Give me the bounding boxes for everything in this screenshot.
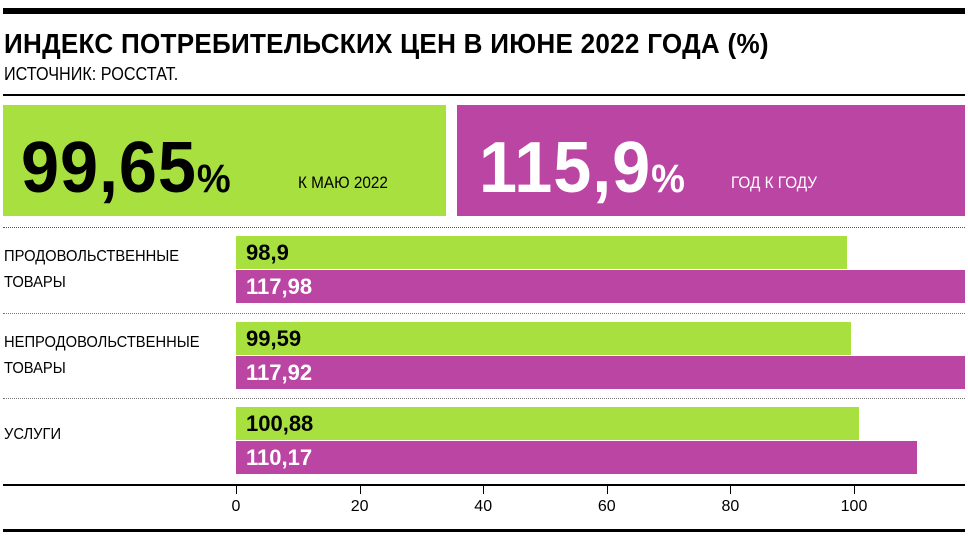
kpi-year-number: 115,9 <box>479 128 652 208</box>
group-separator <box>3 313 965 314</box>
x-axis <box>3 484 965 486</box>
category-label: УСЛУГИ <box>4 422 61 448</box>
bar-year: 117,92 <box>236 356 965 389</box>
chart-title: ИНДЕКС ПОТРЕБИТЕЛЬСКИХ ЦЕН В ИЮНЕ 2022 Г… <box>4 28 769 59</box>
category-label-line: ПРОДОВОЛЬСТВЕННЫЕ <box>4 248 180 265</box>
kpi-month-value: 99,65% <box>21 127 232 209</box>
bar-month: 98,9 <box>236 236 848 269</box>
x-tick-label: 0 <box>231 498 241 515</box>
x-tick-label: 60 <box>597 498 616 515</box>
kpi-month: 99,65% К МАЮ 2022 <box>3 105 446 216</box>
kpi-month-caption: К МАЮ 2022 <box>298 173 388 192</box>
x-tick-label: 100 <box>840 498 868 515</box>
bar-value-label: 98,9 <box>246 240 289 265</box>
divider <box>3 94 965 96</box>
kpi-year-caption: ГОД К ГОДУ <box>731 173 818 192</box>
kpi-year-value: 115,9% <box>479 127 686 209</box>
source-note: ИСТОЧНИК: РОССТАТ. <box>4 64 179 84</box>
x-tick-label: 40 <box>474 498 493 515</box>
bar-month: 99,59 <box>236 322 852 355</box>
category-label-line: УСЛУГИ <box>4 426 62 443</box>
category-label: ПРОДОВОЛЬСТВЕННЫЕ ТОВАРЫ <box>4 244 179 296</box>
bar-year: 110,17 <box>236 441 917 474</box>
x-tick <box>483 486 485 494</box>
bar-value-label: 110,17 <box>246 445 313 470</box>
bar-value-label: 117,98 <box>246 274 313 299</box>
kpi-year-unit: % <box>651 157 686 201</box>
group-separator <box>3 398 965 399</box>
kpi-year: 115,9% ГОД К ГОДУ <box>457 105 965 216</box>
bar-value-label: 117,92 <box>246 360 313 385</box>
category-label-line: ТОВАРЫ <box>4 274 66 291</box>
category-label-line: ТОВАРЫ <box>4 360 66 377</box>
x-tick-label: 20 <box>350 498 369 515</box>
category-label-line: НЕПРОДОВОЛЬСТВЕННЫЕ <box>4 334 200 351</box>
dotted-divider <box>3 227 965 228</box>
x-tick <box>236 486 237 494</box>
x-tick <box>730 486 732 494</box>
top-rule <box>3 8 965 14</box>
bar-year: 117,98 <box>236 270 965 303</box>
kpi-month-number: 99,65 <box>21 128 197 208</box>
x-tick <box>854 486 855 494</box>
kpi-month-unit: % <box>196 157 232 201</box>
x-tick-label: 80 <box>721 498 740 515</box>
bar-month: 100,88 <box>236 407 860 440</box>
x-tick <box>359 486 361 494</box>
bar-value-label: 99,59 <box>246 326 302 351</box>
category-label: НЕПРОДОВОЛЬСТВЕННЫЕ ТОВАРЫ <box>4 330 200 382</box>
x-tick <box>606 486 608 494</box>
bottom-rule <box>3 529 965 532</box>
bar-value-label: 100,88 <box>246 411 314 436</box>
